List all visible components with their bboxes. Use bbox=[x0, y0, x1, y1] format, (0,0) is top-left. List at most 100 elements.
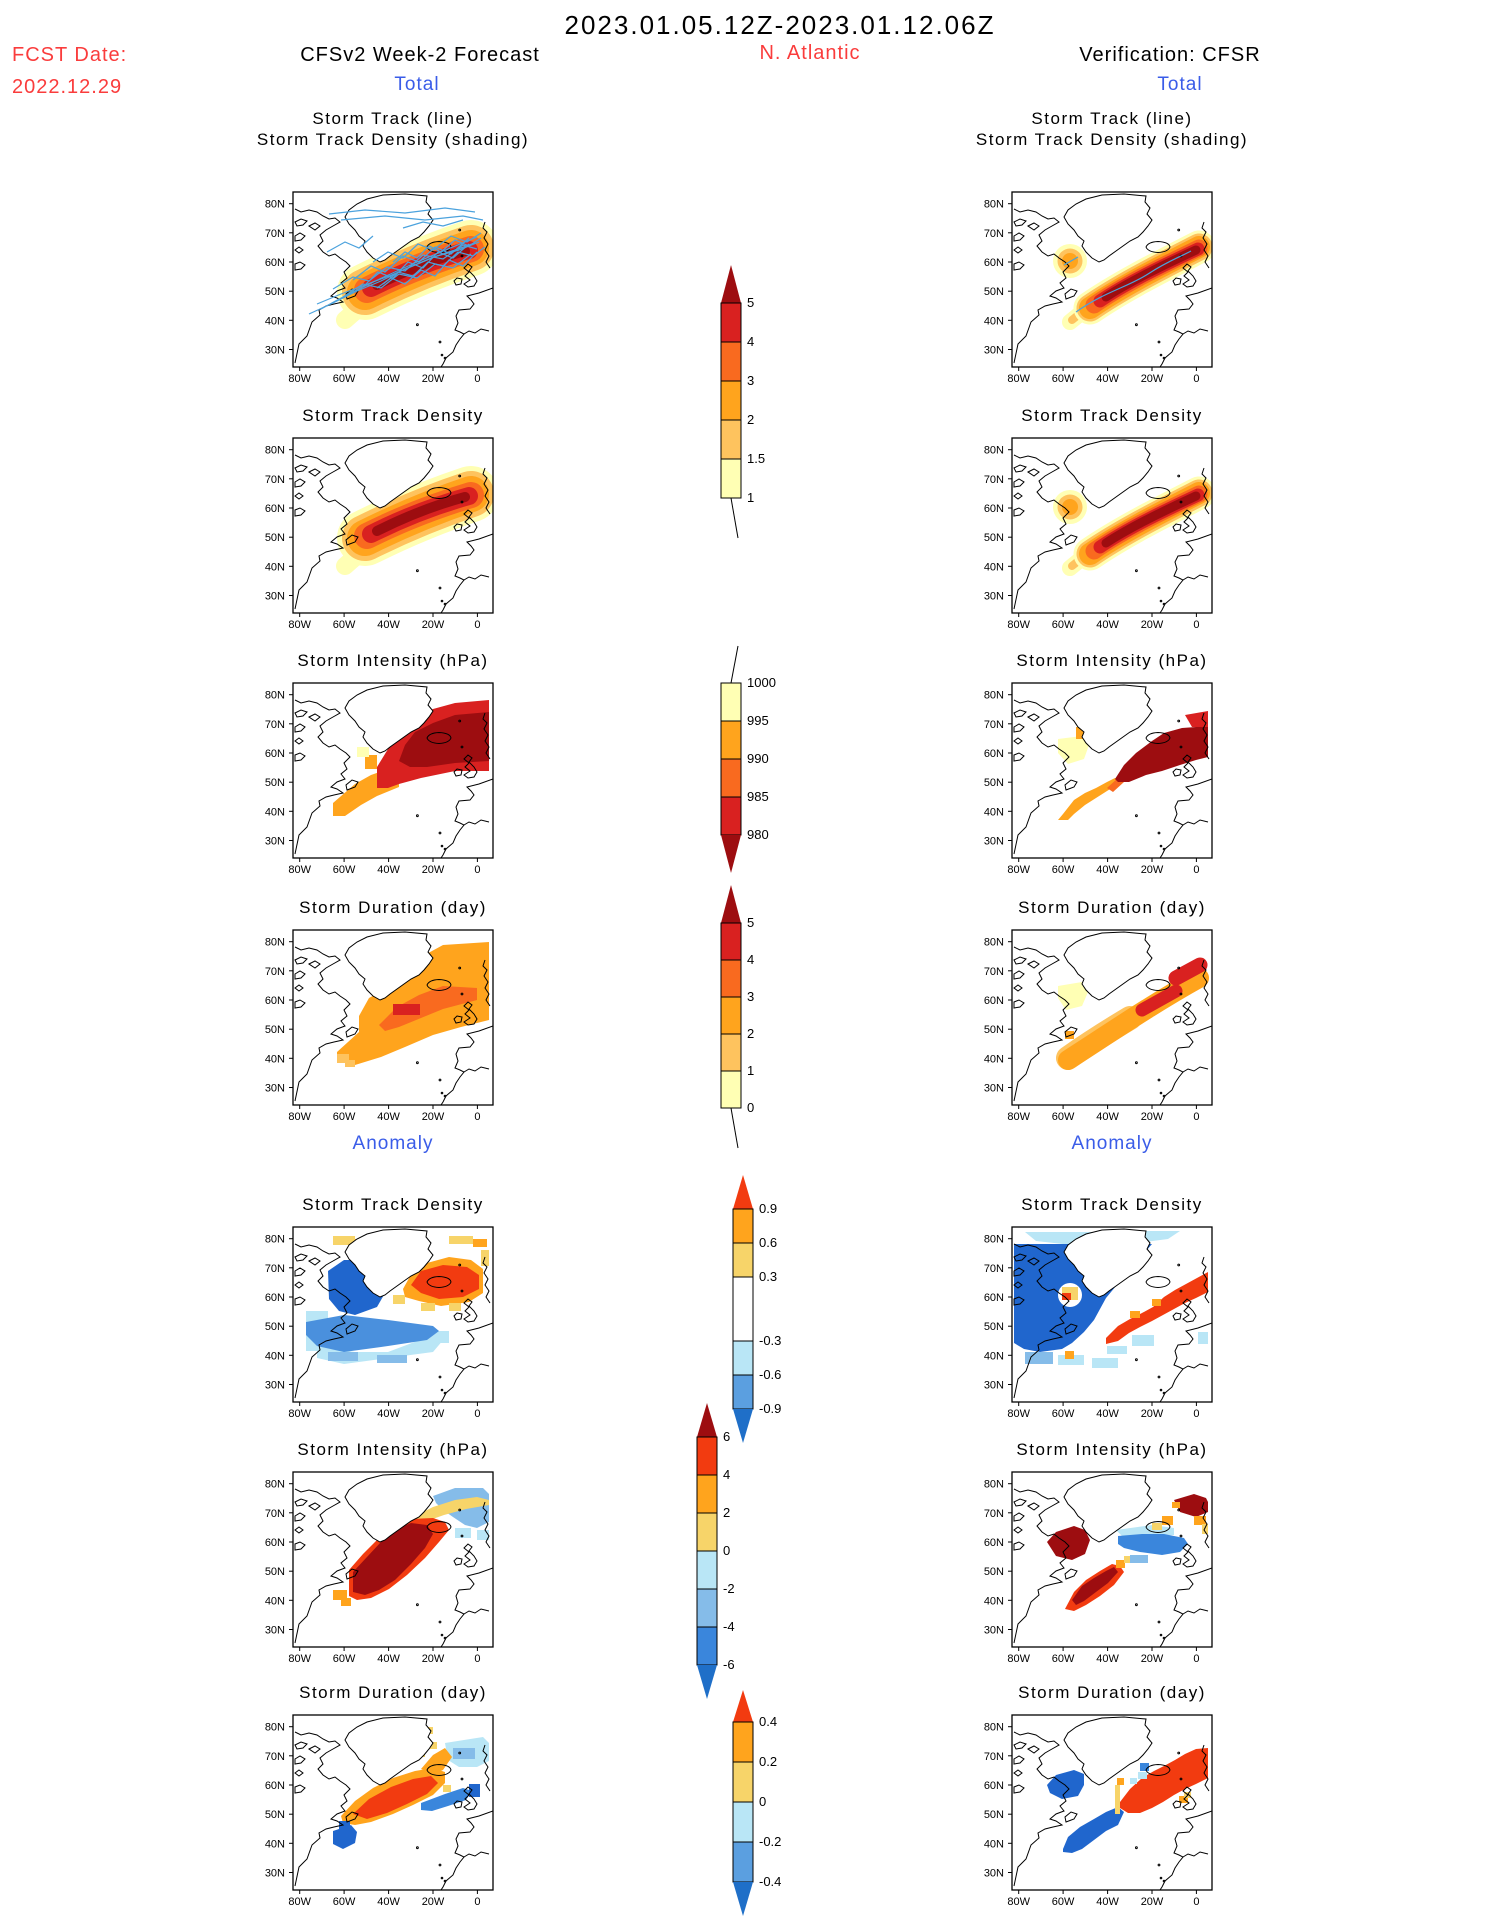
svg-text:0.3: 0.3 bbox=[759, 1269, 777, 1284]
colorbar-intensity-anomaly: 6 4 2 0 -2 -4 -6 bbox=[696, 1403, 735, 1699]
panel-fcst-duration: Storm Duration (day) bbox=[230, 897, 500, 1136]
panel-fcst-density-anomaly: Storm Track Density bbox=[230, 1194, 500, 1433]
figure-title: 2023.01.05.12Z-2023.01.12.06Z bbox=[564, 10, 996, 40]
svg-text:3: 3 bbox=[747, 373, 754, 388]
svg-text:0: 0 bbox=[759, 1794, 766, 1809]
fcst-date-value: 2022.12.29 bbox=[12, 76, 123, 98]
panel-title: Storm Duration (day) bbox=[299, 898, 487, 917]
svg-text:2: 2 bbox=[723, 1505, 730, 1520]
svg-text:-0.3: -0.3 bbox=[759, 1333, 781, 1348]
shading bbox=[333, 1727, 489, 1849]
panel-title: Storm Track (line) Storm Track Density (… bbox=[975, 109, 1249, 149]
colorbar-duration-anomaly: 0.4 0.2 0 -0.2 -0.4 bbox=[732, 1690, 781, 1916]
svg-text:995: 995 bbox=[747, 713, 769, 728]
svg-text:4: 4 bbox=[747, 952, 754, 967]
colorbar-arrow-bottom bbox=[733, 1882, 753, 1916]
panel-title: Storm Duration (day) bbox=[299, 1683, 487, 1702]
svg-text:-0.9: -0.9 bbox=[759, 1401, 781, 1416]
svg-text:1000: 1000 bbox=[747, 675, 776, 690]
colorbar-arrow-top bbox=[721, 885, 741, 923]
panel-title: Storm Track Density bbox=[1021, 406, 1203, 425]
svg-text:-0.4: -0.4 bbox=[759, 1874, 781, 1889]
panel-fcst-track-density: Storm Track Density bbox=[230, 405, 500, 644]
svg-text:4: 4 bbox=[747, 334, 754, 349]
svg-text:980: 980 bbox=[747, 827, 769, 842]
svg-text:0.6: 0.6 bbox=[759, 1235, 777, 1250]
svg-text:2: 2 bbox=[747, 412, 754, 427]
shading bbox=[337, 942, 489, 1067]
shading bbox=[1047, 1494, 1208, 1611]
svg-text:0.4: 0.4 bbox=[759, 1714, 777, 1729]
panel-verif-intensity-anomaly: Storm Intensity (hPa) bbox=[949, 1439, 1219, 1678]
svg-text:3: 3 bbox=[747, 989, 754, 1004]
svg-text:5: 5 bbox=[747, 915, 754, 930]
left-column-header: CFSv2 Week-2 Forecast bbox=[300, 44, 540, 66]
svg-text:-2: -2 bbox=[723, 1581, 735, 1596]
svg-text:0.2: 0.2 bbox=[759, 1754, 777, 1769]
panel-fcst-intensity: Storm Intensity (hPa) bbox=[230, 650, 500, 889]
panel-title: Storm Track Density bbox=[302, 1195, 484, 1214]
map-fcst-density-anomaly bbox=[230, 1223, 500, 1428]
colorbar-arrow-bottom bbox=[733, 1409, 753, 1443]
colorbar-duration-total: 5 4 3 2 1 0 bbox=[720, 885, 754, 1149]
panel-title: Storm Track (line) Storm Track Density (… bbox=[256, 109, 530, 149]
panel-title: Storm Duration (day) bbox=[1018, 898, 1206, 917]
map-fcst-intensity bbox=[230, 679, 500, 884]
map-fcst-intensity-anomaly bbox=[230, 1468, 500, 1673]
panel-title: Storm Track Density bbox=[302, 406, 484, 425]
map-verif-intensity bbox=[949, 679, 1219, 884]
panel-verif-density-anomaly: Storm Track Density bbox=[949, 1194, 1219, 1433]
svg-text:-6: -6 bbox=[723, 1657, 735, 1672]
map-verif-duration-anomaly bbox=[949, 1711, 1219, 1916]
svg-text:0: 0 bbox=[723, 1543, 730, 1558]
colorbar-arrow-top bbox=[697, 1403, 717, 1437]
map-verif-duration bbox=[949, 926, 1219, 1131]
shading bbox=[1056, 957, 1209, 1070]
panel-fcst-intensity-anomaly: Storm Intensity (hPa) bbox=[230, 1439, 500, 1678]
map-fcst-track-density bbox=[230, 434, 500, 639]
map-verif-track-density bbox=[949, 434, 1219, 639]
storm-track-lines bbox=[308, 207, 486, 315]
svg-text:0.9: 0.9 bbox=[759, 1201, 777, 1216]
right-section-anomaly: Anomaly bbox=[1071, 1133, 1153, 1154]
right-section-total: Total bbox=[1157, 74, 1203, 95]
svg-text:990: 990 bbox=[747, 751, 769, 766]
panel-title: Storm Track Density bbox=[1021, 1195, 1203, 1214]
panel-title: Storm Intensity (hPa) bbox=[297, 651, 489, 670]
region-label: N. Atlantic bbox=[759, 42, 861, 64]
colorbar-arrow-top bbox=[721, 265, 741, 303]
svg-text:1: 1 bbox=[747, 490, 754, 505]
shading bbox=[333, 700, 489, 816]
colorbar-track-density-anomaly: 0.9 0.6 0.3 -0.3 -0.6 -0.9 bbox=[732, 1175, 781, 1443]
panel-verif-duration-anomaly: Storm Duration (day) bbox=[949, 1682, 1219, 1921]
svg-text:4: 4 bbox=[723, 1467, 730, 1482]
fcst-date-label: FCST Date: bbox=[12, 44, 128, 66]
svg-text:0: 0 bbox=[747, 1100, 754, 1115]
panel-title: Storm Duration (day) bbox=[1018, 1683, 1206, 1702]
colorbar-track-density-total: 5 4 3 2 1.5 1 bbox=[720, 265, 765, 539]
panel-verif-duration: Storm Duration (day) bbox=[949, 897, 1219, 1136]
panel-verif-track-density: Storm Track Density bbox=[949, 405, 1219, 644]
panel-title: Storm Intensity (hPa) bbox=[297, 1440, 489, 1459]
panel-title: Storm Intensity (hPa) bbox=[1016, 1440, 1208, 1459]
colorbar-arrow-top bbox=[733, 1690, 753, 1722]
colorbar-arrow-bottom bbox=[697, 1665, 717, 1699]
shading bbox=[333, 1483, 489, 1606]
svg-text:1.5: 1.5 bbox=[747, 451, 765, 466]
svg-text:5: 5 bbox=[747, 295, 754, 310]
svg-text:6: 6 bbox=[723, 1429, 730, 1444]
svg-text:-0.2: -0.2 bbox=[759, 1834, 781, 1849]
panel-fcst-track-line: Storm Track (line) Storm Track Density (… bbox=[230, 104, 528, 398]
colorbar-intensity-total: 1000 995 990 985 980 bbox=[720, 645, 776, 873]
panel-title: Storm Intensity (hPa) bbox=[1016, 651, 1208, 670]
svg-text:2: 2 bbox=[747, 1026, 754, 1041]
shading bbox=[1058, 711, 1208, 820]
panel-verif-intensity: Storm Intensity (hPa) bbox=[949, 650, 1219, 889]
storm-track-lines bbox=[1063, 250, 1192, 313]
colorbar-arrow-bottom bbox=[721, 835, 741, 873]
panel-fcst-duration-anomaly: Storm Duration (day) bbox=[230, 1682, 500, 1921]
left-section-total: Total bbox=[394, 74, 440, 95]
map-verif-track-line bbox=[949, 188, 1219, 393]
map-fcst-duration-anomaly bbox=[230, 1711, 500, 1916]
